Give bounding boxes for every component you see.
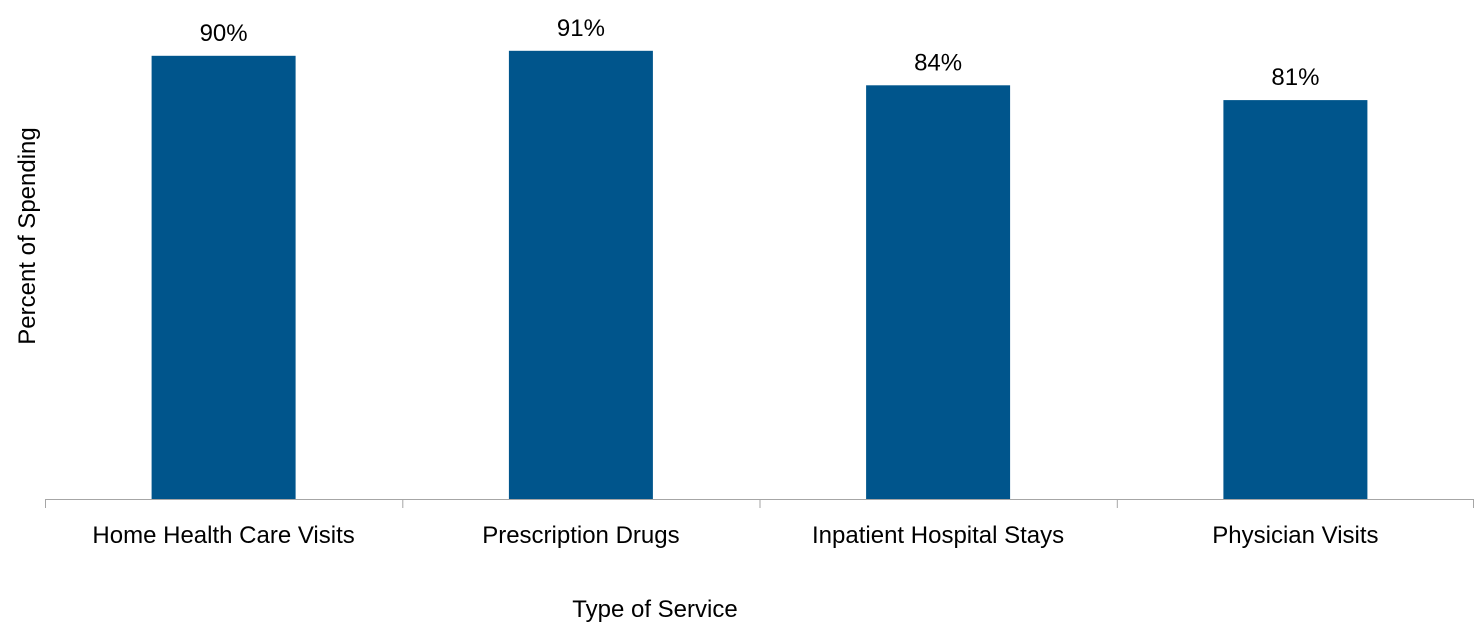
x-axis-title: Type of Service [572, 596, 737, 623]
data-label-2: 91% [557, 15, 605, 42]
x-tick-label-3: Inpatient Hospital Stays [812, 522, 1064, 549]
y-axis-title: Percent of Spending [14, 127, 41, 345]
x-tick-label-1: Home Health Care Visits [92, 522, 354, 549]
x-tick-label-2: Prescription Drugs [482, 522, 679, 549]
x-axis-ticks [45, 499, 1474, 508]
data-label-4: 81% [1271, 64, 1319, 91]
bar-4 [1223, 100, 1368, 499]
bar-1 [151, 55, 296, 500]
x-axis-tick-labels: Home Health Care Visits Prescription Drug… [92, 522, 1378, 549]
bar-3 [866, 85, 1011, 500]
bar-2 [508, 50, 653, 500]
bars-group [151, 50, 1368, 500]
data-label-3: 84% [914, 49, 962, 76]
data-labels-group: 90% 91% 84% 81% [200, 15, 1320, 91]
x-tick-label-4: Physician Visits [1212, 522, 1378, 549]
data-label-1: 90% [200, 20, 248, 47]
